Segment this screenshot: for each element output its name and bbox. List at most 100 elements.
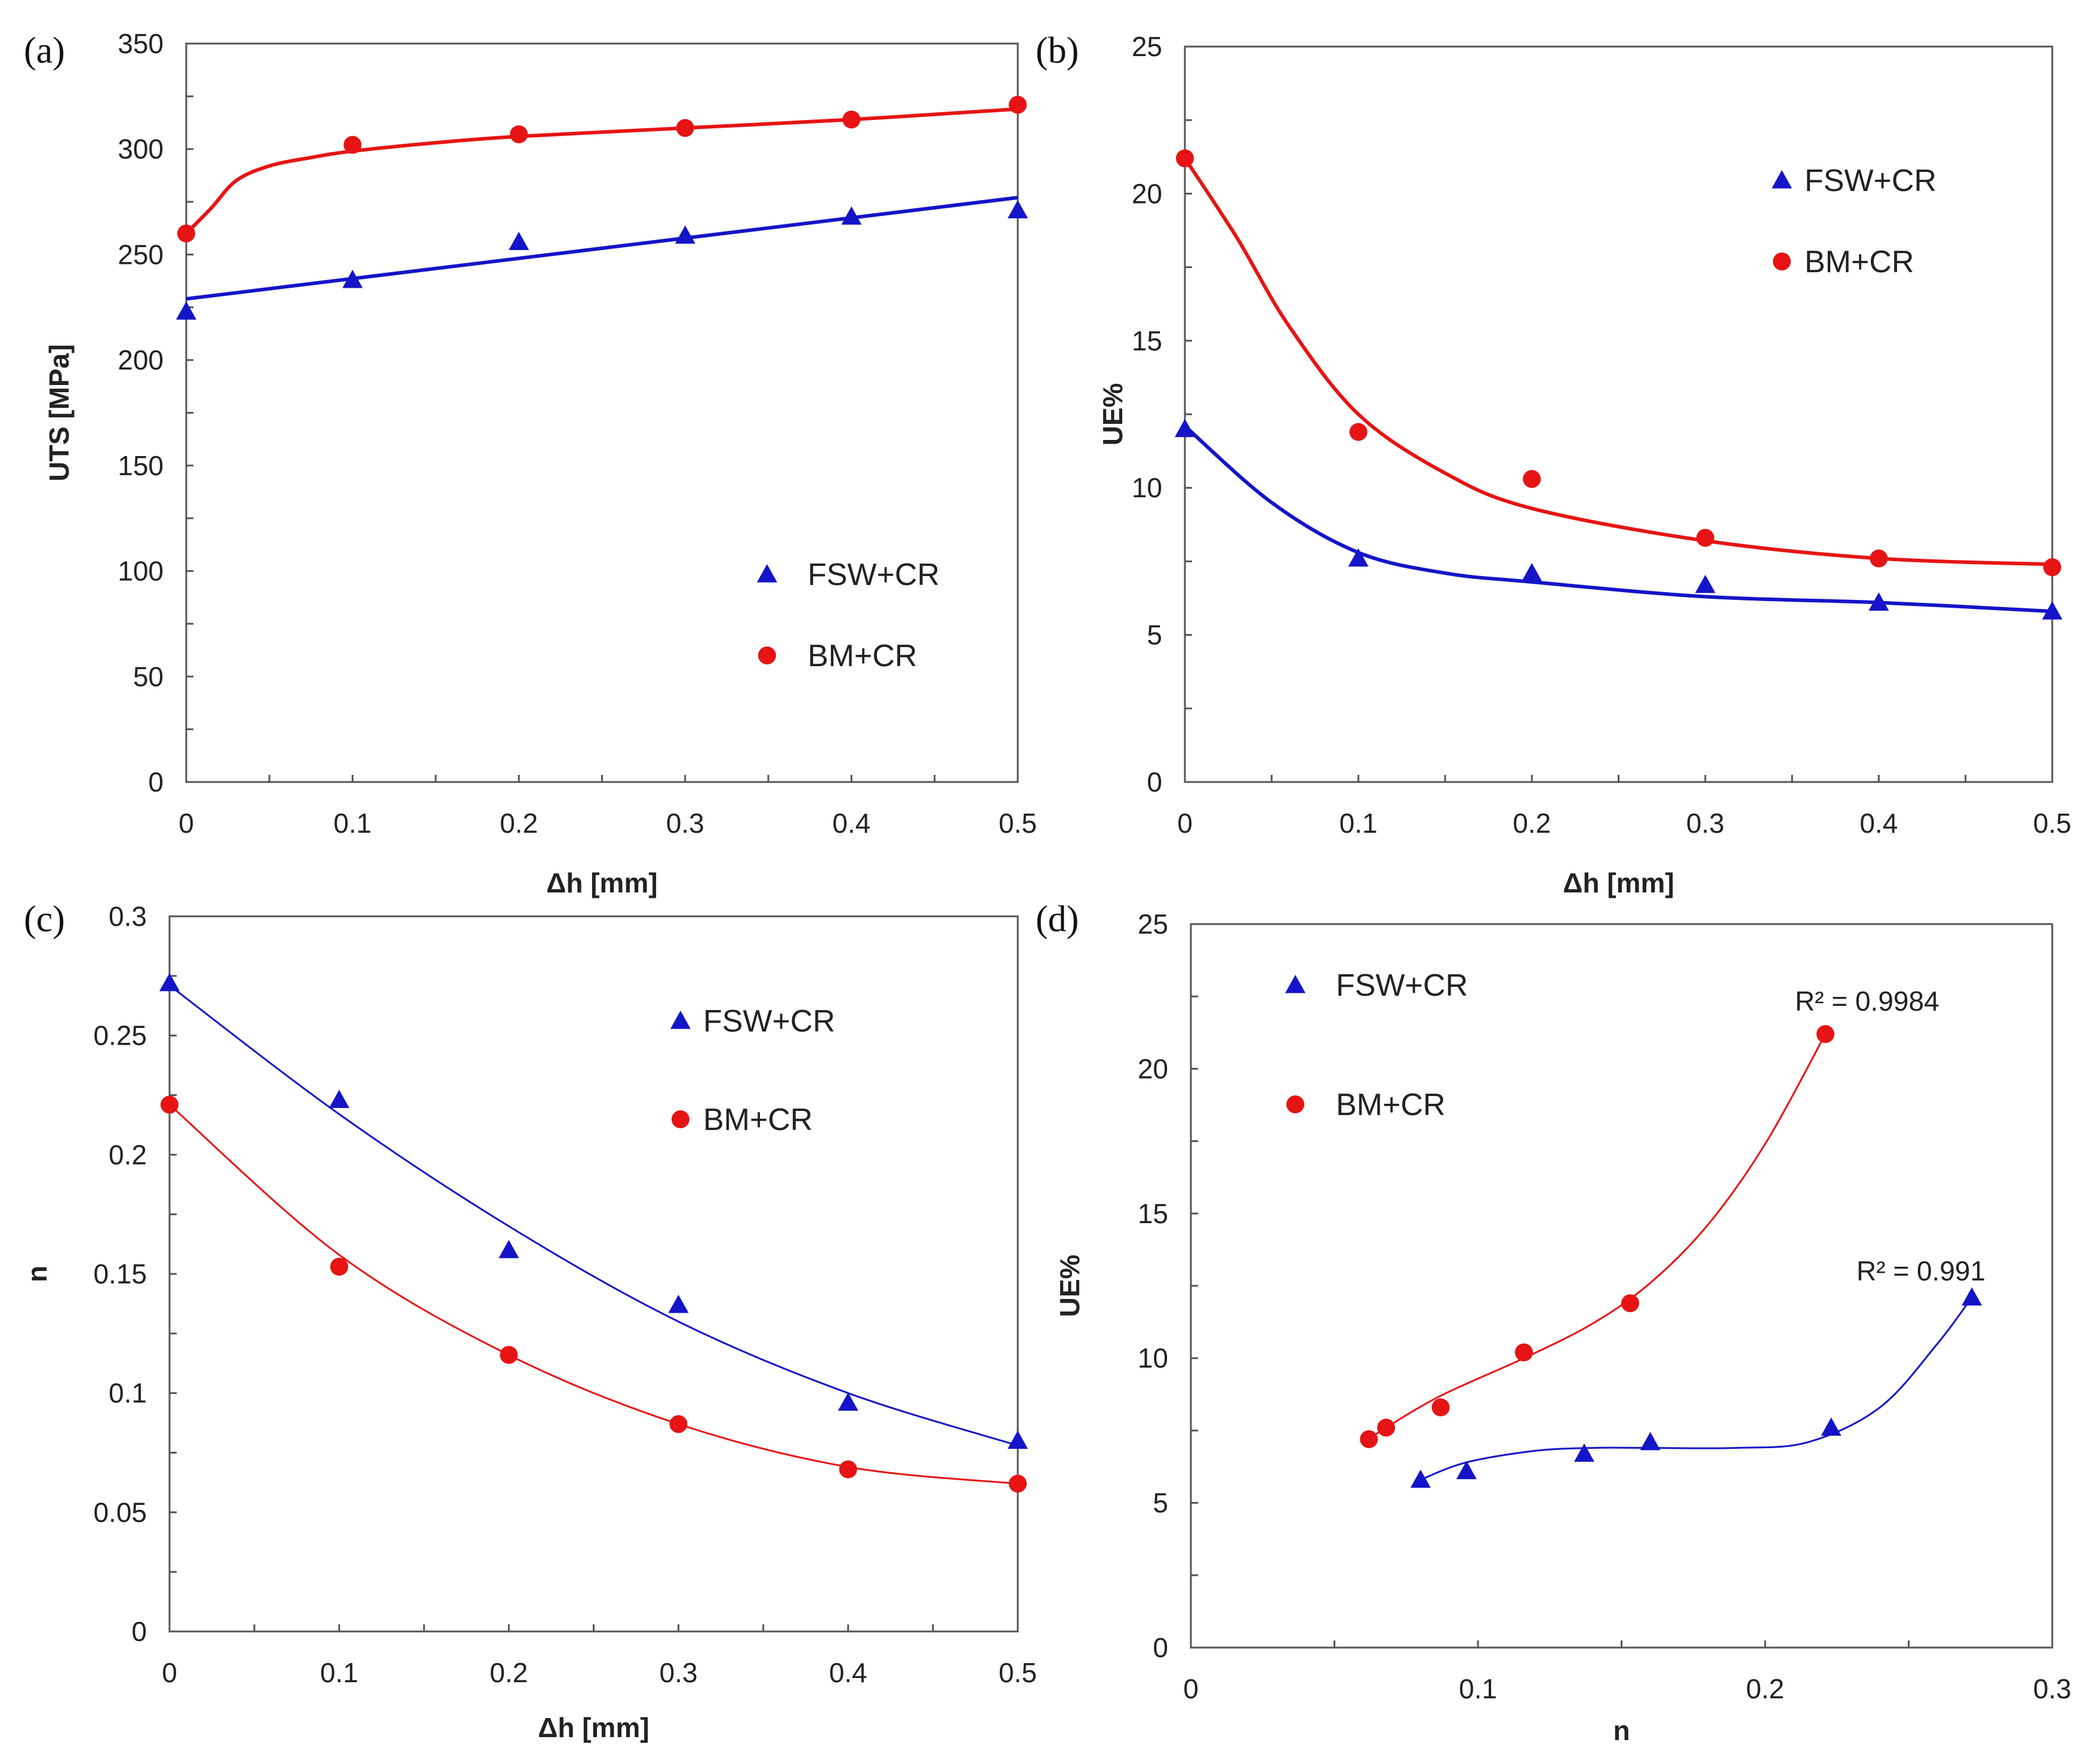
- data-point: [1868, 592, 1889, 611]
- panel-2: 0 0.1 0.2 0.3 0.4 0.5 0 5 10 15 20 25 Δh [mm] UE% (b) F…: [1036, 30, 2071, 898]
- y-tick-label: 0.25: [93, 1020, 147, 1051]
- y-tick-label: 5: [1147, 620, 1162, 651]
- y-tick-label: 5: [1153, 1488, 1168, 1519]
- data-point: [668, 1294, 689, 1313]
- x-tick-label: 0.4: [832, 808, 870, 839]
- y-tick-label: 0.2: [109, 1139, 147, 1170]
- y-tick-label: 0: [148, 766, 164, 798]
- data-point: [669, 1415, 688, 1433]
- y-tick-label: 0: [1153, 1632, 1168, 1663]
- data-point: [343, 136, 362, 154]
- data-point: [1349, 423, 1368, 441]
- legend-label: FSW+CR: [1336, 968, 1468, 1003]
- x-tick-label: 0.2: [1513, 808, 1551, 839]
- r-squared-annotation: R² = 0.991: [1856, 1255, 1985, 1286]
- legend-marker: [672, 1110, 689, 1128]
- data-point: [1008, 200, 1028, 218]
- x-tick-label: 0.2: [489, 1657, 528, 1688]
- data-point: [1008, 1430, 1028, 1449]
- data-point: [1431, 1398, 1450, 1417]
- data-point: [176, 301, 196, 320]
- y-tick-label: 0.05: [93, 1497, 147, 1528]
- panel-1: 0 0.1 0.2 0.3 0.4 0.5 0 50 100 150 200 250 300 350 Δh …: [24, 28, 1037, 898]
- data-point: [1574, 1443, 1594, 1462]
- x-tick-label: 0: [1177, 808, 1193, 839]
- legend-marker: [757, 564, 777, 583]
- data-point: [1009, 1474, 1027, 1493]
- data-point: [839, 1460, 857, 1479]
- legend-marker: [670, 1011, 691, 1029]
- data-point: [177, 224, 195, 243]
- x-tick-label: 0.5: [999, 808, 1037, 839]
- y-tick-label: 15: [1132, 325, 1162, 356]
- data-point: [509, 232, 529, 250]
- legend-marker: [1286, 1095, 1304, 1113]
- data-point: [329, 1089, 350, 1109]
- y-tick-label: 0: [1147, 766, 1162, 798]
- data-point: [342, 269, 363, 288]
- data-point: [1695, 574, 1716, 593]
- y-tick-label: 0.15: [93, 1258, 147, 1289]
- panel-label: (b): [1036, 30, 1079, 71]
- x-tick-label: 0.1: [320, 1657, 358, 1688]
- x-axis-title: Δh [mm]: [1563, 867, 1674, 898]
- legend-marker: [1773, 253, 1791, 270]
- legend-label: FSW+CR: [808, 558, 940, 592]
- data-point: [1640, 1431, 1661, 1451]
- y-tick-label: 25: [1132, 31, 1162, 62]
- x-tick-label: 0.3: [1686, 808, 1725, 839]
- y-tick-label: 0.3: [109, 901, 147, 932]
- panel-label: (a): [24, 30, 65, 71]
- data-point: [1821, 1417, 1842, 1436]
- data-point: [1816, 1025, 1835, 1043]
- y-tick-label: 150: [118, 450, 164, 481]
- y-tick-label: 300: [118, 134, 164, 165]
- fit-line: [184, 107, 1018, 235]
- x-tick-label: 0: [162, 1657, 177, 1688]
- data-point: [842, 110, 861, 129]
- fit-line: [186, 196, 1018, 301]
- data-point: [837, 1392, 858, 1411]
- y-tick-label: 25: [1138, 909, 1168, 940]
- legend-marker: [1772, 170, 1792, 189]
- legend-label: BM+CR: [1336, 1088, 1445, 1122]
- y-tick-label: 20: [1132, 178, 1162, 209]
- data-point: [1410, 1469, 1431, 1488]
- y-tick-label: 0.1: [109, 1378, 147, 1409]
- data-point: [2043, 558, 2061, 577]
- y-axis-title: UE%: [1054, 1255, 1085, 1317]
- y-tick-label: 0: [131, 1616, 147, 1647]
- panel-label: (d): [1036, 899, 1079, 940]
- series-BM+CR: [177, 96, 1027, 243]
- data-point: [330, 1258, 349, 1276]
- legend-label: BM+CR: [703, 1103, 812, 1137]
- y-axis-title: UE%: [1097, 383, 1128, 446]
- data-point: [1456, 1461, 1477, 1479]
- x-tick-label: 0.2: [1746, 1673, 1784, 1704]
- y-tick-label: 10: [1132, 472, 1162, 503]
- series-FSW+CR: [1410, 1287, 1982, 1488]
- data-point: [1176, 149, 1194, 168]
- series-FSW+CR: [159, 972, 1028, 1449]
- x-axis-title: n: [1613, 1715, 1630, 1746]
- data-point: [1377, 1418, 1396, 1437]
- x-tick-label: 0.5: [2033, 808, 2071, 839]
- x-tick-label: 0.3: [666, 808, 704, 839]
- x-tick-label: 0.4: [829, 1657, 867, 1688]
- y-tick-label: 350: [118, 28, 164, 59]
- data-point: [1523, 470, 1541, 488]
- fit-line: [169, 1104, 1018, 1485]
- y-tick-label: 100: [118, 556, 164, 587]
- legend-label: BM+CR: [808, 639, 917, 673]
- x-tick-label: 0.3: [660, 1657, 698, 1688]
- data-point: [159, 972, 180, 992]
- panel-4: 0 0.1 0.2 0.3 0 5 10 15 20 25 n UE% (d) FSW+CR BM+CR R²…: [1036, 899, 2071, 1746]
- y-tick-label: 10: [1138, 1343, 1168, 1374]
- fit-line: [1420, 1297, 1973, 1481]
- x-tick-label: 0.1: [1459, 1673, 1497, 1704]
- series-BM+CR: [161, 1095, 1027, 1493]
- data-point: [1360, 1430, 1378, 1448]
- data-point: [1348, 548, 1369, 567]
- legend-label: FSW+CR: [1805, 164, 1936, 198]
